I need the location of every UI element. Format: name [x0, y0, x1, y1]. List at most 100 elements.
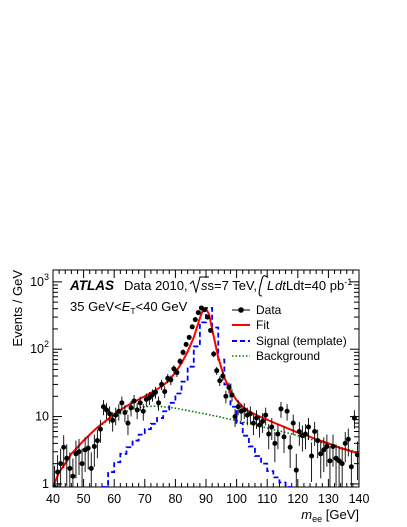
- x-tick-label: 100: [226, 492, 247, 506]
- dataset-label: Data 2010,: [124, 278, 188, 293]
- data-marker: [253, 415, 259, 421]
- data-marker: [278, 406, 284, 412]
- data-point: [324, 434, 330, 467]
- data-point: [241, 403, 247, 420]
- data-marker: [296, 429, 302, 435]
- x-axis-title: mee [GeV]: [301, 507, 359, 524]
- data-marker: [119, 400, 125, 406]
- x-axis-title-unit: [GeV]: [322, 507, 359, 522]
- data-marker: [110, 417, 116, 423]
- data-marker: [266, 431, 272, 437]
- integral-symbol-icon: [258, 275, 268, 297]
- data-point: [235, 400, 241, 416]
- data-marker: [284, 408, 290, 414]
- data-point: [263, 407, 269, 426]
- data-marker: [315, 438, 321, 444]
- x-axis-title-sub: ee: [312, 514, 322, 524]
- y-tick-label: 10: [35, 410, 49, 424]
- data-point: [159, 379, 165, 391]
- data-marker: [53, 484, 58, 487]
- data-point: [140, 404, 146, 421]
- data-point: [162, 386, 168, 398]
- x-tick-label: 70: [138, 492, 152, 506]
- data-marker: [85, 445, 91, 451]
- legend-entry-background: Background: [232, 349, 320, 363]
- sqrt-s-value: s=7 TeV,: [208, 278, 258, 293]
- et-cut-left: 35 GeV<: [70, 299, 122, 314]
- data-point: [232, 408, 238, 428]
- data-point: [53, 465, 58, 487]
- data-point: [97, 419, 103, 443]
- data-point: [186, 334, 192, 340]
- data-point: [269, 418, 275, 441]
- data-point: [113, 407, 119, 426]
- data-point: [128, 401, 134, 417]
- y-tick-label: 103: [30, 272, 49, 289]
- data-point: [58, 448, 64, 487]
- sqrt-s-label: ss=7 TeV,: [189, 276, 258, 294]
- data-point: [302, 424, 308, 450]
- data-marker: [318, 451, 324, 457]
- data-point: [208, 327, 214, 333]
- data-point: [168, 375, 174, 386]
- data-point: [296, 421, 302, 446]
- data-point: [82, 437, 88, 473]
- data-marker: [226, 385, 232, 391]
- data-marker: [91, 443, 97, 449]
- data-marker: [223, 393, 229, 399]
- data-marker: [327, 458, 333, 464]
- data-marker: [186, 334, 192, 340]
- svg-text:Data: Data: [256, 303, 282, 317]
- data-point: [189, 324, 195, 330]
- data-marker: [302, 431, 308, 437]
- x-tick-label: 110: [257, 492, 277, 506]
- background-curve: [53, 405, 359, 487]
- data-marker: [125, 420, 131, 426]
- y-tick-labels: 1 10 102 103: [30, 272, 49, 491]
- data-marker: [339, 461, 345, 467]
- data-point: [333, 444, 339, 487]
- data-point: [275, 424, 281, 450]
- data-marker: [107, 411, 113, 417]
- data-marker: [137, 400, 143, 406]
- legend-entry-signal: Signal (template): [232, 334, 347, 348]
- data-marker: [128, 405, 134, 411]
- data-marker: [113, 412, 119, 418]
- data-marker: [131, 398, 137, 404]
- data-marker: [263, 412, 269, 418]
- data-point: [339, 448, 345, 487]
- data-point: [100, 400, 106, 416]
- data-marker: [100, 404, 106, 410]
- data-point: [312, 421, 318, 446]
- data-point: [192, 317, 198, 323]
- data-point: [342, 431, 348, 463]
- y-tick-label: 1: [42, 477, 49, 491]
- signal-template-histogram: [101, 307, 292, 487]
- data-point: [278, 402, 284, 418]
- data-point: [348, 451, 354, 487]
- data-marker: [272, 440, 278, 446]
- data-point: [180, 349, 186, 356]
- legend-entry-fit: Fit: [232, 318, 270, 332]
- data-series: [53, 305, 359, 487]
- x-tick-label: 120: [287, 492, 308, 506]
- et-cut-right: <40 GeV: [136, 299, 188, 314]
- data-point: [156, 396, 162, 411]
- sqrt-symbol-icon: [189, 276, 209, 294]
- lumi-exponent: -1: [344, 277, 352, 287]
- signal-series: [101, 307, 292, 487]
- data-marker: [290, 420, 296, 426]
- data-marker: [70, 473, 76, 479]
- data-marker: [55, 469, 61, 475]
- data-point: [55, 455, 61, 487]
- x-tick-label: 50: [77, 492, 91, 506]
- data-marker: [180, 349, 186, 355]
- data-point: [61, 435, 67, 469]
- data-point: [226, 382, 232, 394]
- data-marker: [76, 449, 82, 455]
- svg-text:Background: Background: [256, 349, 320, 363]
- data-point: [79, 448, 85, 487]
- data-point: [293, 453, 299, 487]
- data-point: [119, 396, 125, 411]
- svg-text:Signal (template): Signal (template): [256, 334, 347, 348]
